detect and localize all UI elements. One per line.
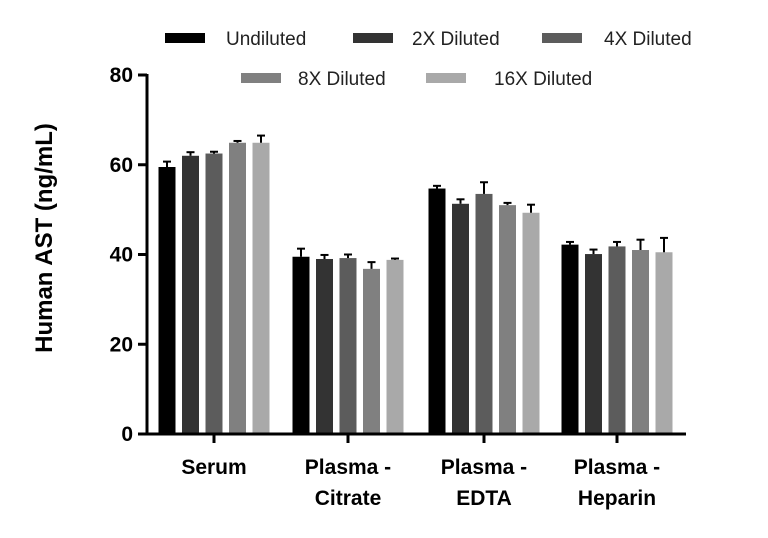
bar: [386, 259, 404, 434]
legend-label: Undiluted: [226, 29, 306, 50]
bar: [475, 193, 493, 434]
bar: [522, 212, 540, 434]
bars: [158, 142, 673, 435]
x-category-label: Citrate: [315, 487, 382, 510]
bar: [561, 244, 579, 434]
bar: [632, 250, 649, 434]
y-tick-labels: 0 20 40 60 80: [110, 64, 133, 446]
bar: [499, 205, 516, 434]
y-tick-label: 40: [110, 244, 133, 267]
legend-label: 16X Diluted: [494, 69, 592, 90]
x-category-label: Plasma -: [305, 456, 391, 479]
x-category-label: Plasma -: [574, 456, 660, 479]
bar: [608, 246, 626, 434]
bar: [158, 166, 176, 434]
legend-swatch: [426, 73, 466, 83]
y-axis-title: Human AST (ng/mL): [31, 123, 58, 353]
y-tick-label: 0: [121, 423, 133, 446]
legend-label: 8X Diluted: [298, 69, 386, 90]
bar: [205, 153, 223, 434]
y-tick-label: 60: [110, 154, 133, 177]
axes: [138, 73, 686, 443]
legend-swatch: [542, 33, 582, 43]
x-category-labels: Serum Plasma - Citrate Plasma - EDTA Plasma -…: [181, 456, 660, 510]
bar: [452, 203, 469, 434]
legend-swatch: [165, 33, 205, 43]
x-category-label: Plasma -: [441, 456, 527, 479]
legend-swatch: [353, 33, 393, 43]
bar: [655, 252, 673, 434]
bar: [363, 268, 380, 434]
x-category-label: EDTA: [456, 487, 512, 510]
bar: [292, 256, 310, 434]
bar: [585, 254, 602, 434]
legend-label: 2X Diluted: [412, 29, 500, 50]
legend: Undiluted 2X Diluted 4X Diluted 8X Diluted 1…: [165, 29, 692, 90]
bar: [316, 258, 333, 434]
bar: [182, 155, 199, 434]
legend-swatch: [241, 73, 281, 83]
legend-label: 4X Diluted: [604, 29, 692, 50]
bar: [252, 142, 270, 435]
y-tick-label: 20: [110, 333, 133, 356]
error-bars: [163, 134, 668, 269]
y-tick-label: 80: [110, 64, 133, 87]
x-category-label: Serum: [181, 456, 246, 479]
bar: [229, 142, 246, 435]
bar: [428, 188, 446, 434]
bar: [339, 258, 357, 434]
x-category-label: Heparin: [578, 487, 656, 510]
